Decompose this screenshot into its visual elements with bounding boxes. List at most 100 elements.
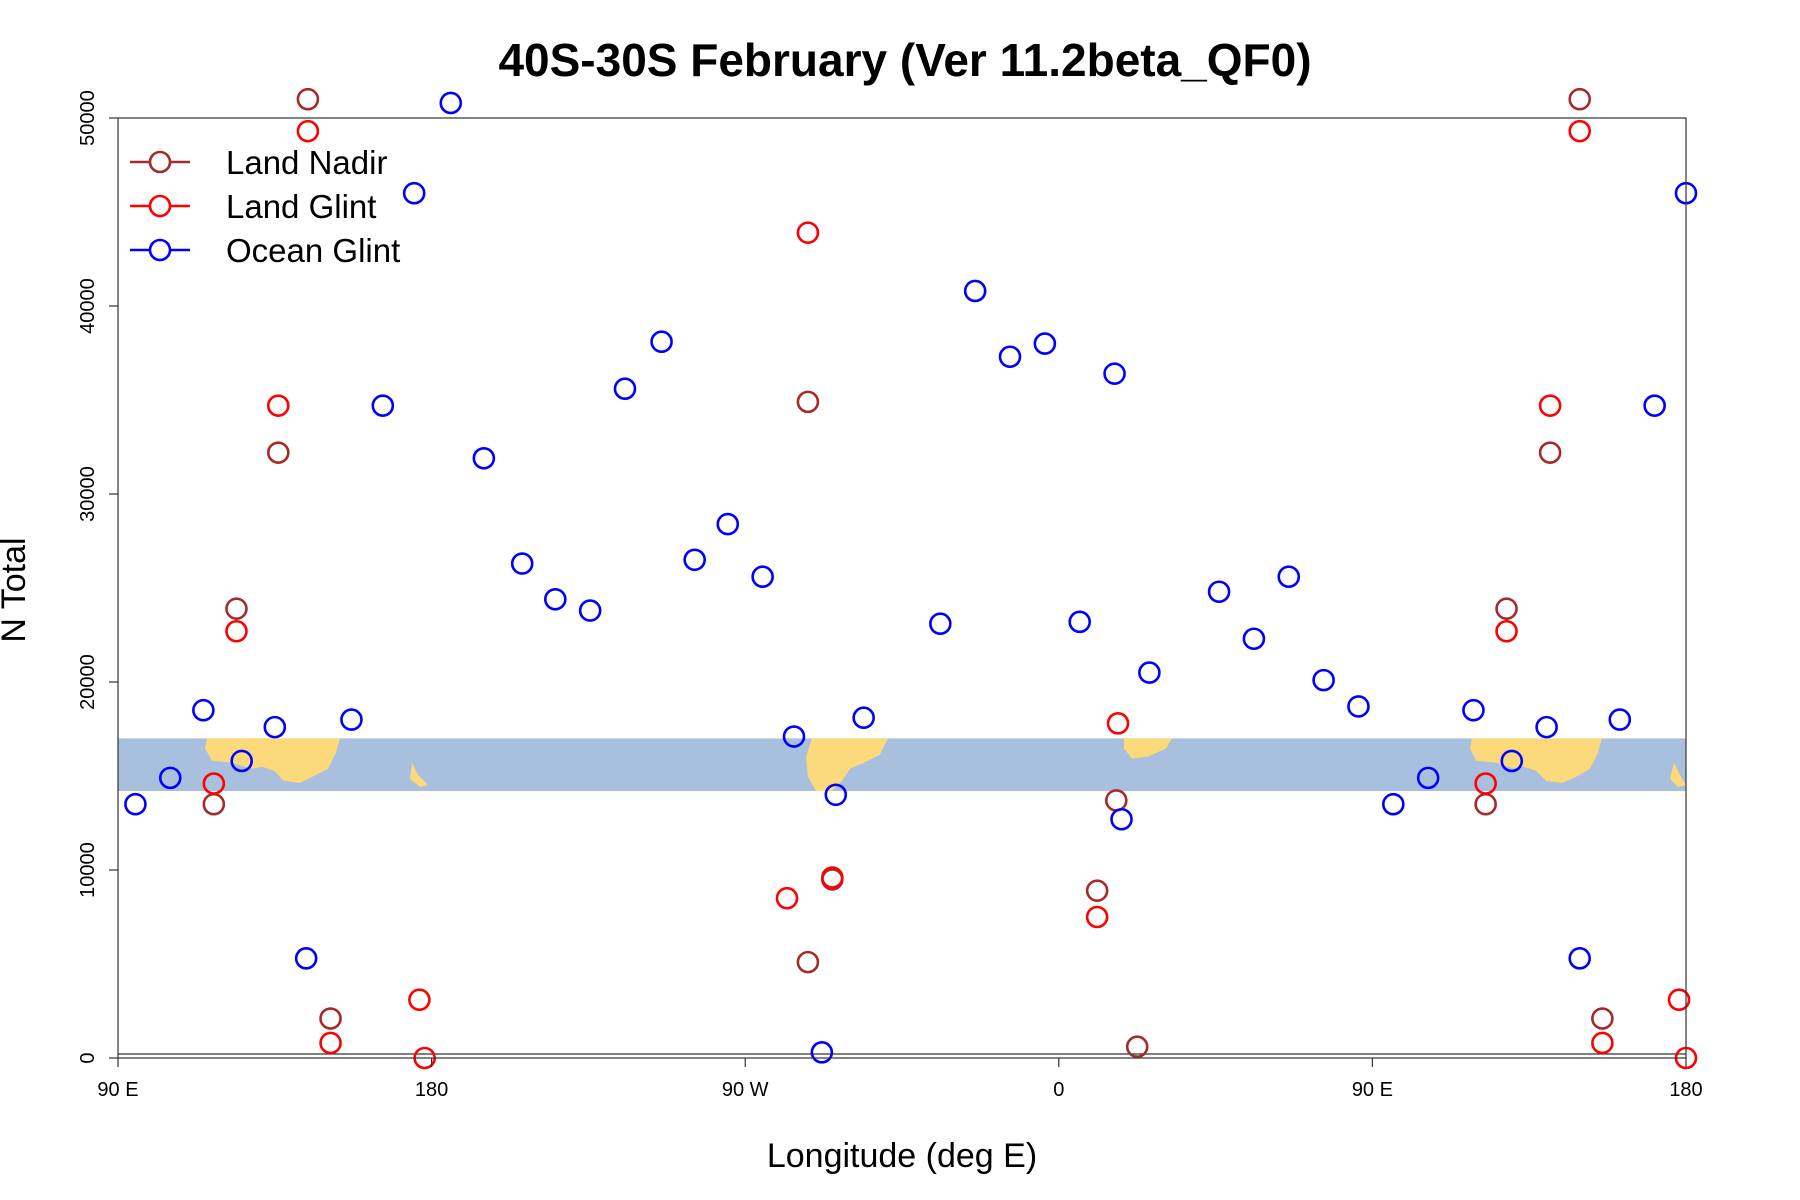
data-point <box>472 446 496 470</box>
data-point <box>266 394 290 417</box>
data-point <box>263 715 287 739</box>
data-point <box>716 512 740 536</box>
y-tick-label: 50000 <box>77 90 99 146</box>
data-point <box>202 772 226 795</box>
series-ocean-glint <box>124 91 1698 1064</box>
x-axis-label: Longitude (deg E) <box>767 1137 1037 1175</box>
land-australia-east <box>1470 738 1602 783</box>
legend-label: Ocean Glint <box>226 232 400 269</box>
y-tick-label: 30000 <box>77 466 99 522</box>
series-land-glint <box>202 119 1698 1070</box>
data-point <box>408 988 431 1012</box>
data-point <box>1068 610 1092 634</box>
data-point <box>796 950 820 974</box>
data-point <box>1568 947 1592 970</box>
data-point <box>510 552 534 575</box>
data-point <box>1277 565 1301 589</box>
land-south-america <box>806 738 888 792</box>
data-point <box>1106 712 1130 735</box>
x-tick-label: 90 E <box>97 1079 138 1101</box>
chart-title: 40S-30S February (Ver 11.2beta_QF0) <box>498 34 1311 86</box>
plot-frame <box>117 117 1687 1059</box>
data-point <box>578 599 602 622</box>
data-point <box>319 1031 342 1055</box>
y-tick-label: 0 <box>77 1052 99 1063</box>
data-point <box>1462 698 1485 722</box>
y-axis: 0 10000 20000 30000 40000 50000 <box>77 90 118 1064</box>
data-point <box>1085 879 1109 902</box>
legend-marker <box>148 150 172 174</box>
data-point <box>1500 749 1524 773</box>
legend-label: Land Glint <box>226 188 376 225</box>
data-point <box>824 783 848 807</box>
map-band <box>118 738 1686 1055</box>
data-point <box>192 698 215 722</box>
data-point <box>1312 668 1335 692</box>
land-new-zealand-west <box>410 762 428 787</box>
y-tick-label: 10000 <box>77 842 99 898</box>
data-point <box>852 706 875 730</box>
y-axis-label: N Total <box>0 537 33 642</box>
data-point <box>1110 807 1133 831</box>
y-tick-label: 20000 <box>77 654 99 710</box>
data-point <box>296 119 320 143</box>
data-point <box>1347 695 1370 718</box>
data-point <box>929 612 952 636</box>
legend-marker <box>148 238 172 262</box>
ocean-band <box>118 738 1686 792</box>
data-point <box>963 279 987 303</box>
data-point <box>296 87 320 111</box>
data-points-layer <box>124 87 1698 1070</box>
data-point <box>1125 1035 1149 1059</box>
data-point <box>775 886 799 910</box>
data-point <box>1138 661 1161 684</box>
data-point <box>124 792 147 816</box>
data-point <box>1242 627 1266 651</box>
data-point <box>230 749 253 773</box>
data-point <box>225 597 248 620</box>
data-point <box>1643 394 1666 417</box>
data-point <box>796 390 820 414</box>
data-point <box>225 619 248 643</box>
data-point <box>1568 119 1592 143</box>
land-new-zealand-east <box>1670 762 1686 787</box>
series-land-nadir <box>202 87 1614 1059</box>
legend-label: Land Nadir <box>226 144 387 181</box>
data-point <box>1667 988 1691 1012</box>
x-tick-label: 90 W <box>722 1079 769 1101</box>
data-point <box>1591 1031 1614 1055</box>
data-point <box>158 766 182 790</box>
data-point <box>202 792 226 816</box>
data-point <box>1104 789 1128 812</box>
x-axis: 90 E 180 90 W 0 90 E 180 <box>97 1058 1703 1101</box>
data-point <box>1085 905 1109 929</box>
land-southern-africa <box>1124 738 1172 759</box>
data-point <box>543 587 567 611</box>
data-point <box>613 377 637 401</box>
data-point <box>1538 441 1562 464</box>
legend-entry: Ocean Glint <box>130 232 400 269</box>
data-point <box>266 441 290 464</box>
data-point <box>1416 766 1440 790</box>
data-point <box>1207 580 1231 604</box>
data-point <box>294 947 318 970</box>
data-point <box>1538 394 1562 417</box>
data-point <box>439 91 463 115</box>
data-point <box>319 1007 342 1030</box>
y-tick-label: 40000 <box>77 278 99 334</box>
x-tick-label: 180 <box>1669 1079 1702 1101</box>
data-point <box>1568 87 1592 111</box>
x-tick-label: 0 <box>1053 1079 1064 1101</box>
legend-entry: Land Nadir <box>130 144 387 181</box>
data-point <box>1535 715 1558 739</box>
data-point <box>1495 619 1518 643</box>
data-point <box>371 394 395 417</box>
data-point <box>402 181 426 205</box>
legend: Land Nadir Land Glint Ocean Glint <box>130 144 400 269</box>
x-tick-label: 180 <box>415 1079 448 1101</box>
data-point <box>1382 792 1405 816</box>
data-point <box>1103 362 1126 385</box>
data-point <box>782 725 806 748</box>
data-point <box>751 565 774 589</box>
